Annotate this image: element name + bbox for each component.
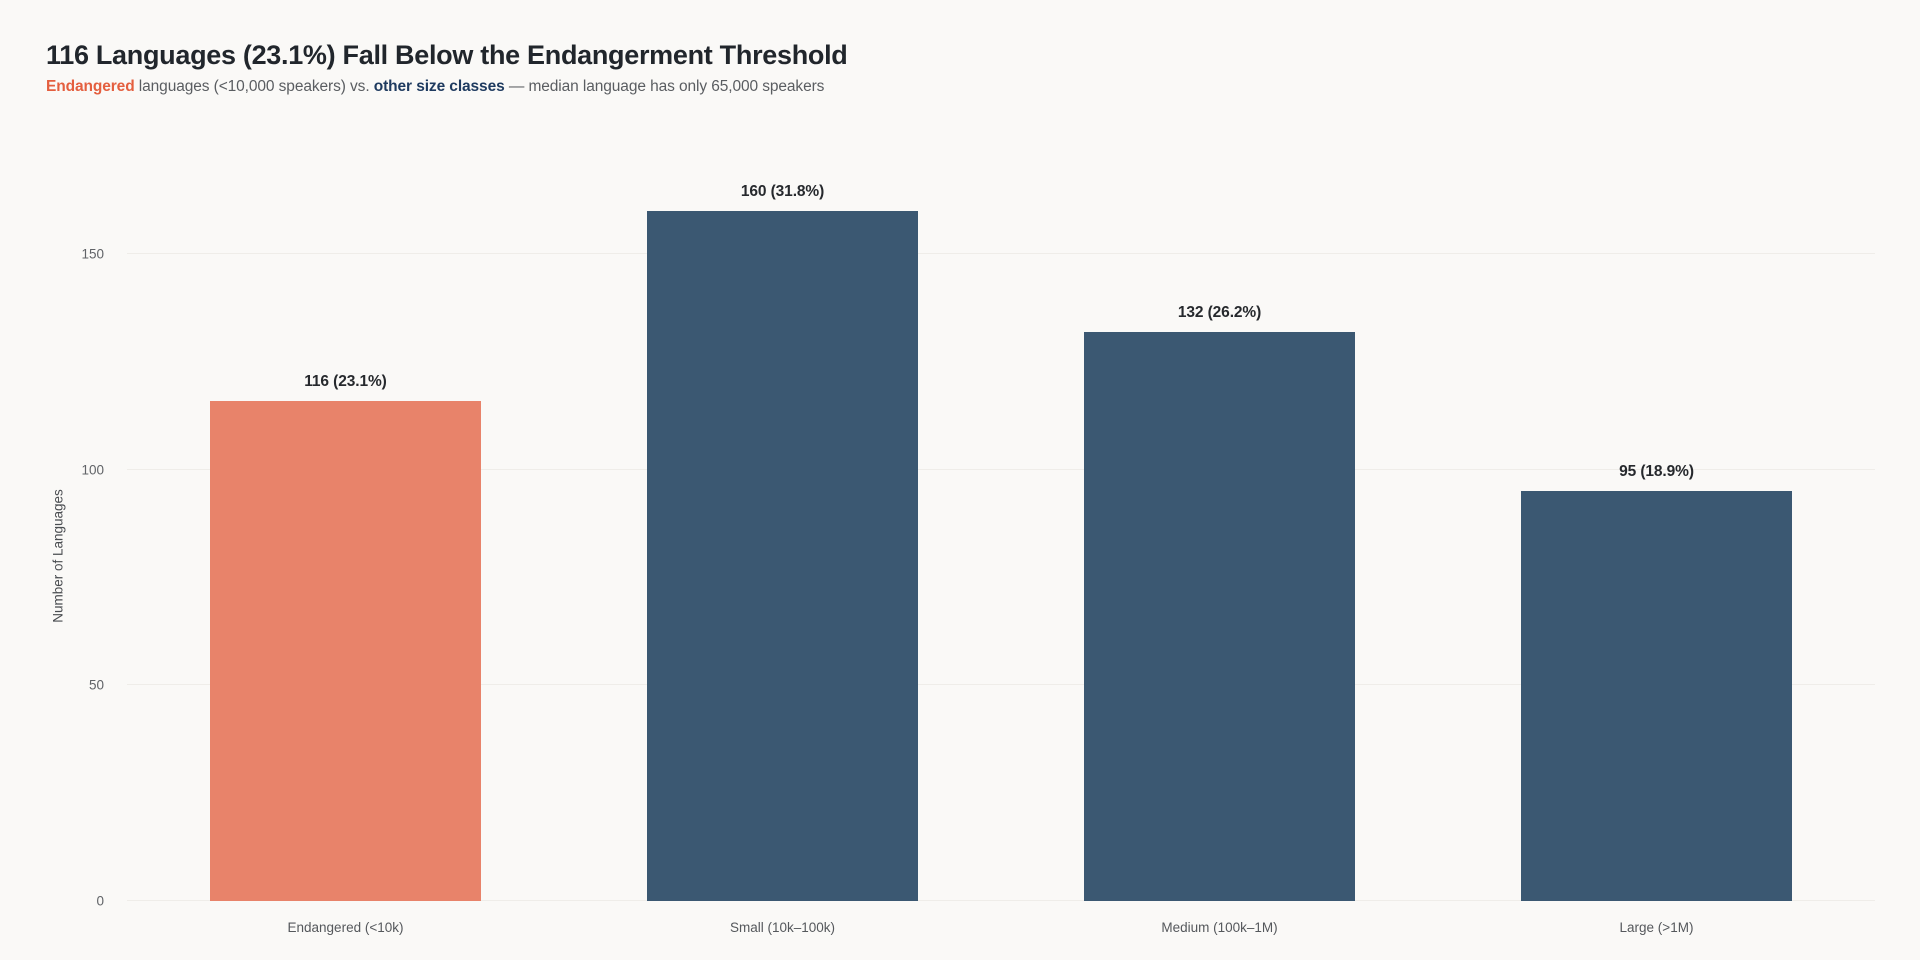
plot-area: 116 (23.1%) Endangered (<10k) 160 (31.8%) S…: [127, 183, 1875, 935]
bar-value-label: 116 (23.1%): [304, 372, 387, 390]
gridline-100: [127, 468, 1875, 470]
gridline-50: [127, 684, 1875, 686]
x-tick-label: Large (>1M): [1619, 920, 1694, 935]
y-tick-label-150: 150: [81, 246, 104, 262]
y-tick-label-100: 100: [81, 462, 104, 478]
chart-title: 116 Languages (23.1%) Fall Below the End…: [46, 40, 848, 70]
x-tick-label: Medium (100k–1M): [1161, 920, 1278, 935]
chart-header: 116 Languages (23.1%) Fall Below the End…: [46, 40, 848, 96]
bar-value-label: 132 (26.2%): [1177, 303, 1262, 321]
bar-slot: 95 (18.9%) Large (>1M): [1438, 211, 1875, 935]
bar-value-label: 95 (18.9%): [1619, 463, 1694, 481]
y-tick-label-50: 50: [88, 677, 104, 693]
bar-4: [1521, 491, 1792, 901]
subtitle-endangered-highlight: Endangered: [46, 78, 135, 96]
subtitle-classes-highlight: other size classes: [373, 78, 505, 96]
bar-slot: 160 (31.8%) Small (10k–100k): [564, 183, 1001, 935]
y-axis-tick-labels: 0 50 100 150: [0, 211, 112, 909]
bar-2: [647, 211, 918, 901]
y-tick-label-0: 0: [96, 893, 104, 909]
subtitle-tail-text: — median language has only 65,000 speake…: [504, 78, 825, 96]
gridline-150: [127, 253, 1875, 255]
gridline-0: [127, 900, 1875, 901]
bar-slot: 132 (26.2%) Medium (100k–1M): [1001, 211, 1438, 935]
chart-subtitle: Endangered languages (<10,000 speakers) …: [46, 78, 848, 96]
bar-value-label: 160 (31.8%): [740, 183, 825, 200]
bar-slot: 116 (23.1%) Endangered (<10k): [127, 211, 564, 935]
subtitle-mid-text: languages (<10,000 speakers) vs.: [134, 78, 374, 96]
bar-3: [1084, 331, 1355, 901]
x-tick-label: Small (10k–100k): [729, 920, 836, 935]
x-tick-label: Endangered (<10k): [287, 920, 404, 935]
bar-1: [210, 400, 481, 901]
